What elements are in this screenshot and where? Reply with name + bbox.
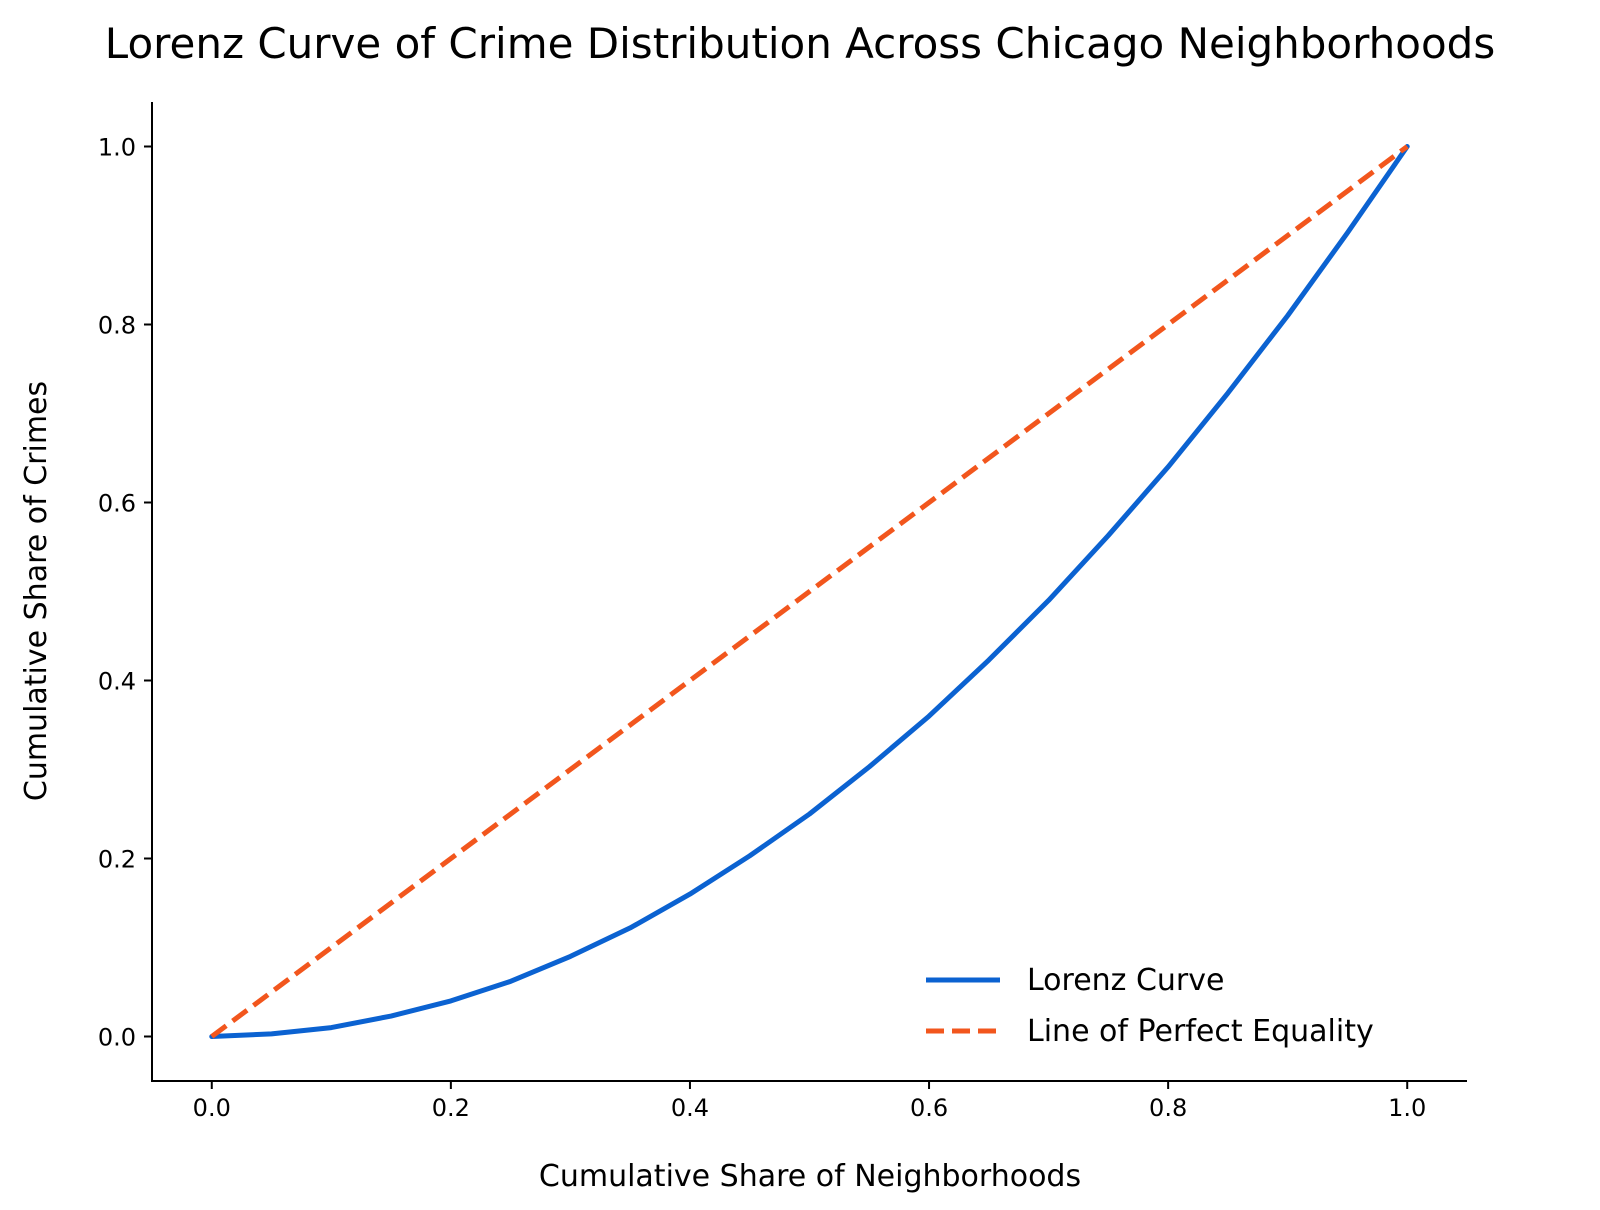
x-tick-label: 0.6	[910, 1094, 948, 1122]
equality-line	[210, 144, 1409, 1039]
y-tick-label: 0.0	[98, 1024, 136, 1052]
y-axis-label: Cumulative Share of Crimes	[19, 381, 54, 801]
legend-label-lorenz-curve: Lorenz Curve	[1027, 963, 1224, 998]
y-tick-label: 1.0	[98, 134, 136, 162]
lorenz-curve-line	[209, 144, 1410, 1039]
x-axis-label: Cumulative Share of Neighborhoods	[539, 1159, 1081, 1194]
legend: Lorenz Curve Line of Perfect Equality	[926, 963, 1374, 1049]
x-tick-label: 1.0	[1388, 1094, 1426, 1122]
x-tick-label: 0.2	[432, 1094, 470, 1122]
y-tick-label: 0.6	[98, 490, 136, 518]
chart-title: Lorenz Curve of Crime Distribution Acros…	[105, 19, 1495, 68]
y-ticks: 0.0 0.2 0.4 0.6 0.8 1.0	[98, 134, 152, 1052]
plot-area: 0.0 0.2 0.4 0.6 0.8 1.0 0.0 0.2 0.4 0.6 0.8 1.0	[98, 102, 1467, 1122]
x-tick-label: 0.4	[671, 1094, 709, 1122]
x-ticks: 0.0 0.2 0.4 0.6 0.8 1.0	[193, 1081, 1426, 1122]
x-tick-label: 0.8	[1149, 1094, 1187, 1122]
y-tick-label: 0.2	[98, 846, 136, 874]
series-layer	[209, 144, 1410, 1039]
y-tick-label: 0.8	[98, 312, 136, 340]
y-tick-label: 0.4	[98, 668, 136, 696]
x-tick-label: 0.0	[193, 1094, 231, 1122]
legend-label-line-of-perfect-equality: Line of Perfect Equality	[1027, 1014, 1374, 1049]
